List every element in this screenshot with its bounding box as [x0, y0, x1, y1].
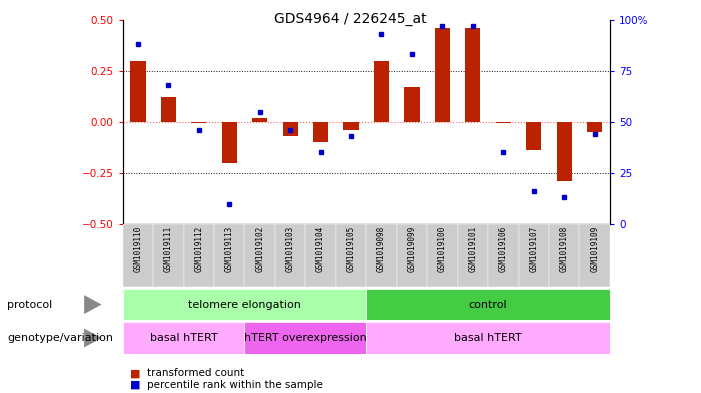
- Bar: [222, 122, 237, 163]
- Bar: [488, 224, 519, 287]
- Text: GSM1019103: GSM1019103: [285, 225, 294, 272]
- Text: GSM1019110: GSM1019110: [133, 225, 142, 272]
- Text: GSM1019109: GSM1019109: [590, 225, 599, 272]
- Text: protocol: protocol: [7, 299, 53, 310]
- Bar: [123, 322, 245, 354]
- Bar: [526, 122, 541, 151]
- Bar: [123, 224, 153, 287]
- Bar: [336, 224, 367, 287]
- Bar: [465, 28, 480, 122]
- Bar: [130, 61, 146, 122]
- Text: GSM1019098: GSM1019098: [377, 225, 386, 272]
- Bar: [245, 224, 275, 287]
- Text: GSM1019102: GSM1019102: [255, 225, 264, 272]
- Bar: [161, 97, 176, 122]
- Text: basal hTERT: basal hTERT: [454, 333, 522, 343]
- Text: hTERT overexpression: hTERT overexpression: [244, 333, 367, 343]
- Text: basal hTERT: basal hTERT: [150, 333, 217, 343]
- Bar: [549, 224, 580, 287]
- Text: telomere elongation: telomere elongation: [188, 299, 301, 310]
- Text: ■: ■: [130, 380, 140, 390]
- Text: GSM1019100: GSM1019100: [438, 225, 447, 272]
- Text: genotype/variation: genotype/variation: [7, 333, 113, 343]
- Bar: [427, 224, 458, 287]
- Polygon shape: [84, 295, 102, 314]
- Text: GDS4964 / 226245_at: GDS4964 / 226245_at: [274, 12, 427, 26]
- Bar: [343, 122, 359, 130]
- Text: GSM1019112: GSM1019112: [194, 225, 203, 272]
- Text: GSM1019099: GSM1019099: [407, 225, 416, 272]
- Bar: [367, 322, 610, 354]
- Bar: [435, 28, 450, 122]
- Bar: [184, 224, 214, 287]
- Bar: [214, 224, 245, 287]
- Bar: [580, 224, 610, 287]
- Text: GSM1019104: GSM1019104: [316, 225, 325, 272]
- Bar: [153, 224, 184, 287]
- Text: GSM1019106: GSM1019106: [499, 225, 508, 272]
- Bar: [587, 122, 602, 132]
- Bar: [374, 61, 389, 122]
- Bar: [458, 224, 488, 287]
- Bar: [557, 122, 572, 181]
- Text: GSM1019105: GSM1019105: [346, 225, 355, 272]
- Bar: [275, 224, 306, 287]
- Text: ■: ■: [130, 368, 140, 378]
- Bar: [245, 322, 367, 354]
- Bar: [252, 118, 267, 122]
- Text: percentile rank within the sample: percentile rank within the sample: [147, 380, 323, 390]
- Text: GSM1019107: GSM1019107: [529, 225, 538, 272]
- Text: GSM1019108: GSM1019108: [559, 225, 569, 272]
- Bar: [313, 122, 328, 142]
- Text: GSM1019111: GSM1019111: [164, 225, 173, 272]
- Bar: [123, 289, 367, 320]
- Bar: [283, 122, 298, 136]
- Bar: [404, 87, 420, 122]
- Bar: [306, 224, 336, 287]
- Text: transformed count: transformed count: [147, 368, 245, 378]
- Bar: [367, 224, 397, 287]
- Text: GSM1019101: GSM1019101: [468, 225, 477, 272]
- Bar: [191, 122, 206, 123]
- Bar: [367, 289, 610, 320]
- Text: GSM1019113: GSM1019113: [225, 225, 233, 272]
- Bar: [397, 224, 427, 287]
- Bar: [496, 122, 511, 123]
- Text: control: control: [469, 299, 508, 310]
- Polygon shape: [84, 329, 102, 347]
- Bar: [519, 224, 549, 287]
